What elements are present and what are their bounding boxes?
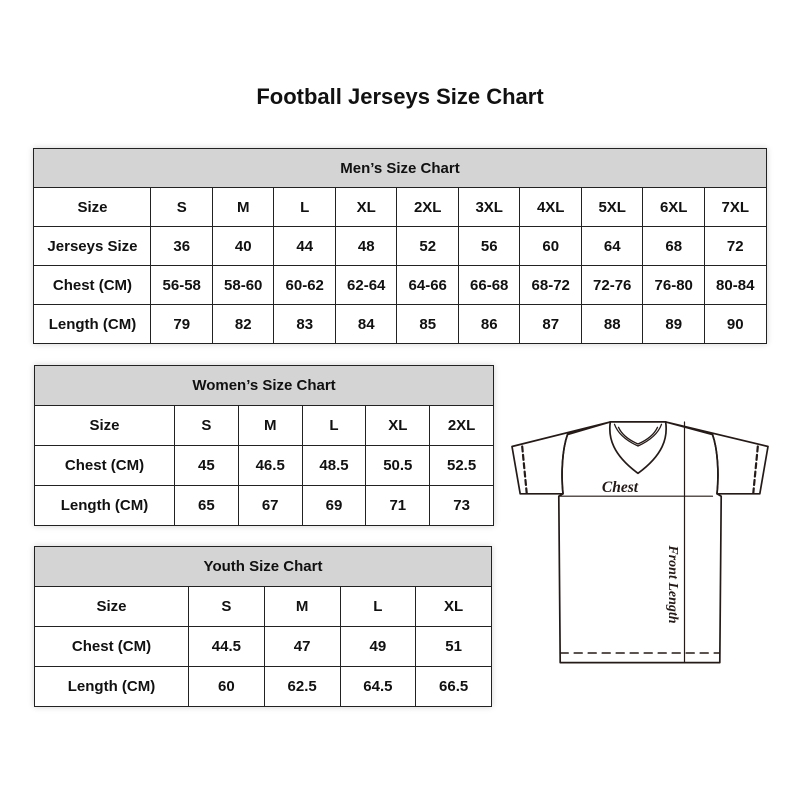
svg-text:Front Length: Front Length xyxy=(665,544,680,623)
svg-text:Chest: Chest xyxy=(602,479,639,496)
